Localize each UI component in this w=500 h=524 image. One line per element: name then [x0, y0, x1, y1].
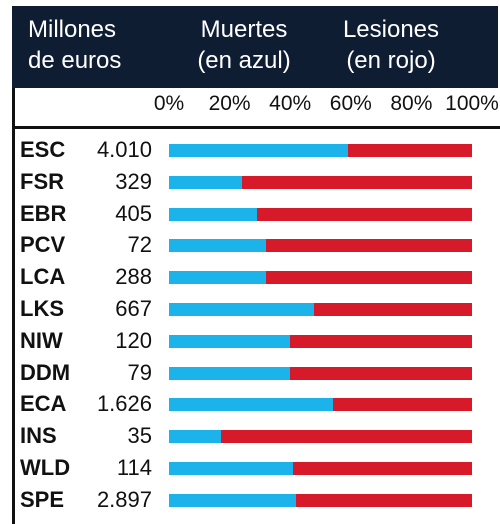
x-tick-label: 40%	[269, 92, 312, 115]
millones-value: 1.626	[96, 391, 152, 417]
bar-lesiones	[332, 398, 472, 412]
category-label: ESC	[20, 137, 66, 162]
x-tick-label: 20%	[208, 92, 251, 115]
bar-muertes	[169, 175, 242, 189]
bar-muertes	[169, 398, 333, 412]
bar-lesiones	[296, 493, 472, 507]
bar-lesiones	[241, 175, 472, 189]
bar-lesiones	[314, 303, 472, 316]
bar-muertes	[169, 493, 297, 507]
millones-value: 79	[127, 359, 152, 385]
category-label: EBR	[20, 200, 67, 226]
bar-lesiones	[265, 271, 472, 285]
bar-muertes	[169, 334, 291, 348]
millones-value: 288	[115, 264, 152, 290]
millones-value: 405	[115, 200, 152, 226]
bar-lesiones	[265, 239, 472, 253]
x-axis-ticks: 0% 20% 40% 60% 80% 100%	[0, 92, 500, 122]
bar-muertes	[169, 207, 257, 221]
bar-muertes	[169, 430, 221, 444]
category-label: SPE	[20, 486, 65, 512]
bar-muertes	[169, 144, 348, 157]
millones-value: 120	[115, 327, 152, 353]
bar-lesiones	[290, 334, 472, 348]
bar-muertes	[169, 462, 294, 475]
millones-value: 2.897	[96, 486, 152, 512]
header-lesiones-label: Lesiones (en rojo)	[342, 16, 440, 74]
bar-muertes	[169, 271, 266, 285]
category-label: LCA	[20, 264, 66, 290]
category-label: PCV	[20, 232, 66, 258]
category-label: FSR	[20, 168, 64, 194]
bar-lesiones	[290, 366, 472, 380]
bar-lesiones	[347, 144, 472, 157]
x-tick-label: 80%	[390, 92, 433, 115]
bar-muertes	[169, 366, 291, 380]
category-label: INS	[20, 423, 57, 449]
x-tick-label: 100%	[445, 92, 499, 115]
bar-muertes	[169, 239, 266, 253]
millones-value: 667	[115, 296, 152, 321]
left-rule	[12, 6, 15, 524]
category-label: DDM	[20, 359, 71, 385]
category-label: ECA	[20, 391, 67, 417]
millones-value: 329	[115, 168, 152, 194]
category-label: NIW	[20, 327, 63, 353]
millones-value: 4.010	[96, 137, 152, 162]
x-tick-label: 60%	[329, 92, 372, 115]
chart-header	[12, 6, 498, 88]
bar-lesiones	[293, 462, 472, 475]
x-tick-label: 0%	[153, 92, 185, 115]
bar-lesiones	[256, 207, 472, 221]
category-label: WLD	[20, 455, 71, 480]
millones-value: 72	[127, 232, 152, 258]
millones-value: 35	[127, 423, 152, 449]
header-rule	[12, 126, 500, 129]
bar-muertes	[169, 303, 315, 316]
bar-lesiones	[220, 430, 472, 444]
millones-value: 114	[116, 455, 152, 480]
category-label: LKS	[20, 296, 64, 321]
header-muertes-label: Muertes (en azul)	[197, 16, 291, 74]
header-millones-label: Millones de euros	[28, 16, 122, 74]
